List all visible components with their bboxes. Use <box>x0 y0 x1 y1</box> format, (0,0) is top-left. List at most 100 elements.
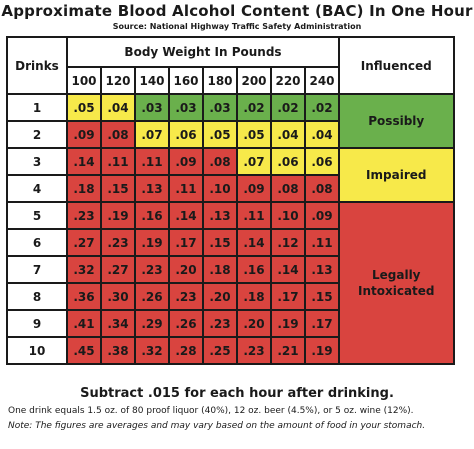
bac-value-cell: .03 <box>134 93 170 122</box>
table-row: 6.27.23.19.17.15.14.12.11 <box>6 228 454 257</box>
weight-header-140: 140 <box>134 66 170 95</box>
bac-value-cell: .23 <box>202 309 238 338</box>
bac-value-cell: .26 <box>168 309 204 338</box>
source-line: Source: National Highway Traffic Safety … <box>112 22 362 31</box>
table-row: 5.23.19.16.14.13.11.10.09 Legally Intoxic… <box>6 201 455 365</box>
bac-value-cell: .18 <box>66 174 102 203</box>
bac-value-cell: .17 <box>168 228 204 257</box>
bac-value-cell: .06 <box>304 147 340 176</box>
bac-value-cell: .41 <box>66 309 102 338</box>
bac-value-cell: .13 <box>304 255 340 284</box>
bac-value-cell: .36 <box>66 282 102 311</box>
bac-value-cell: .15 <box>100 174 136 203</box>
bac-value-cell: .23 <box>134 255 170 284</box>
bac-value-cell: .15 <box>304 282 340 311</box>
bac-value-cell: .11 <box>134 147 170 176</box>
bac-value-cell: .07 <box>134 120 170 149</box>
bac-value-cell: .19 <box>304 336 340 365</box>
bac-value-cell: .16 <box>236 255 272 284</box>
weight-header-240: 240 <box>304 66 340 95</box>
bac-table: Drinks Body Weight In Pounds Influenced … <box>6 36 455 365</box>
bac-value-cell: .05 <box>66 93 102 122</box>
drink-definition-note: One drink equals 1.5 oz. of 80 proof liq… <box>8 406 414 416</box>
bac-value-cell: .18 <box>236 282 272 311</box>
bac-value-cell: .17 <box>270 282 306 311</box>
drinks-count: 2 <box>6 120 68 149</box>
bac-value-cell: .09 <box>168 147 204 176</box>
bac-value-cell: .19 <box>134 228 170 257</box>
drinks-count: 8 <box>6 282 68 311</box>
bac-value-cell: .08 <box>304 174 340 203</box>
bac-value-cell: .25 <box>202 336 238 365</box>
bac-value-cell: .45 <box>66 336 102 365</box>
bac-value-cell: .27 <box>100 255 136 284</box>
drinks-count: 1 <box>6 93 68 122</box>
bac-value-cell: .14 <box>66 147 102 176</box>
table-row: 8.36.30.26.23.20.18.17.15 <box>6 282 454 311</box>
bac-value-cell: .27 <box>66 228 102 257</box>
bac-value-cell: .21 <box>270 336 306 365</box>
table-row: 4.18.15.13.11.10.09.08.08 <box>6 174 454 203</box>
weight-header-120: 120 <box>100 66 136 95</box>
averages-note: Note: The figures are averages and may v… <box>8 421 426 431</box>
bac-value-cell: .06 <box>270 147 306 176</box>
bac-value-cell: .11 <box>100 147 136 176</box>
bac-value-cell: .11 <box>236 201 272 230</box>
weight-header-180: 180 <box>202 66 238 95</box>
bac-value-cell: .10 <box>270 201 306 230</box>
bac-value-cell: .13 <box>202 201 238 230</box>
bac-value-cell: .07 <box>236 147 272 176</box>
drinks-count: 9 <box>6 309 68 338</box>
bac-value-cell: .23 <box>100 228 136 257</box>
bac-value-cell: .32 <box>66 255 102 284</box>
table-row: 10.45.38.32.28.25.23.21.19 <box>6 336 454 365</box>
bac-value-cell: .02 <box>270 93 306 122</box>
bac-value-cell: .03 <box>168 93 204 122</box>
bac-value-cell: .20 <box>168 255 204 284</box>
bac-value-cell: .20 <box>236 309 272 338</box>
bac-value-cell: .09 <box>66 120 102 149</box>
bac-value-cell: .38 <box>100 336 136 365</box>
subtract-note: Subtract .015 for each hour after drinki… <box>80 386 394 401</box>
bac-value-cell: .11 <box>304 228 340 257</box>
bac-value-cell: .08 <box>270 174 306 203</box>
weight-header-220: 220 <box>270 66 306 95</box>
bac-value-cell: .06 <box>168 120 204 149</box>
drinks-header: Drinks <box>6 36 68 95</box>
bac-value-cell: .12 <box>270 228 306 257</box>
bac-value-cell: .09 <box>236 174 272 203</box>
bac-value-cell: .18 <box>202 255 238 284</box>
bac-value-cell: .13 <box>134 174 170 203</box>
bac-value-cell: .04 <box>304 120 340 149</box>
bac-value-cell: .08 <box>202 147 238 176</box>
bac-value-cell: .19 <box>270 309 306 338</box>
chart-title: Approximate Blood Alcohol Content (BAC) … <box>1 2 473 20</box>
weight-row: 100 120 140 160 180 200 220 240 <box>7 66 454 95</box>
bac-value-cell: .02 <box>236 93 272 122</box>
drinks-count: 3 <box>6 147 68 176</box>
bac-value-cell: .32 <box>134 336 170 365</box>
bac-value-cell: .04 <box>100 93 136 122</box>
bac-value-cell: .23 <box>168 282 204 311</box>
influence-level-possibly: Possibly <box>338 93 455 149</box>
bac-table-body: Drinks Body Weight In Pounds Influenced … <box>6 36 455 365</box>
bac-value-cell: .23 <box>236 336 272 365</box>
bac-value-cell: .28 <box>168 336 204 365</box>
influence-level-intoxicated: Legally Intoxicated <box>338 201 455 365</box>
drinks-count: 10 <box>6 336 68 365</box>
bac-value-cell: .03 <box>202 93 238 122</box>
table-row: 7.32.27.23.20.18.16.14.13 <box>6 255 454 284</box>
bac-value-cell: .26 <box>134 282 170 311</box>
drinks-count: 7 <box>6 255 68 284</box>
bac-value-cell: .05 <box>202 120 238 149</box>
table-row: 1.05.04.03.03.03.02.02.02 Possibly <box>6 93 455 149</box>
header-row: Drinks Body Weight In Pounds Influenced <box>6 36 455 95</box>
bac-value-cell: .14 <box>168 201 204 230</box>
influence-level-impaired: Impaired <box>338 147 455 203</box>
bac-value-cell: .09 <box>304 201 340 230</box>
bac-value-cell: .08 <box>100 120 136 149</box>
table-row: 2.09.08.07.06.05.05.04.04 <box>6 120 454 149</box>
influenced-header: Influenced <box>338 36 455 95</box>
drinks-count: 5 <box>6 201 68 230</box>
weight-header-200: 200 <box>236 66 272 95</box>
